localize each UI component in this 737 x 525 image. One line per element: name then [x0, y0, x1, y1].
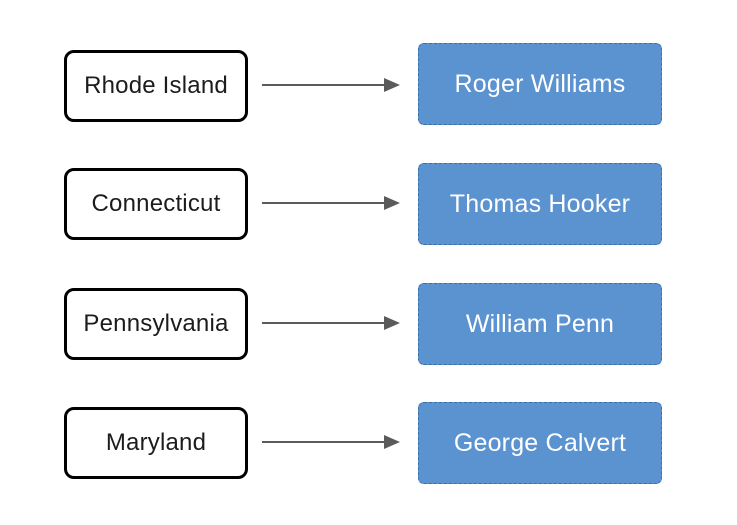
- founder-label: Roger Williams: [455, 70, 626, 99]
- colony-rhode-island: Rhode Island: [64, 50, 248, 122]
- colony-label: Maryland: [106, 429, 206, 457]
- colony-label: Connecticut: [92, 190, 221, 218]
- colony-label: Pennsylvania: [83, 310, 228, 338]
- colony-label: Rhode Island: [84, 72, 228, 100]
- founder-william-penn: William Penn: [418, 283, 662, 365]
- arrow: [260, 71, 418, 103]
- arrow: [260, 189, 418, 221]
- founder-george-calvert: George Calvert: [418, 402, 662, 484]
- arrow: [260, 309, 418, 341]
- founder-label: Thomas Hooker: [450, 190, 630, 219]
- founder-thomas-hooker: Thomas Hooker: [418, 163, 662, 245]
- founder-label: William Penn: [466, 310, 614, 339]
- founder-roger-williams: Roger Williams: [418, 43, 662, 125]
- founder-label: George Calvert: [454, 429, 626, 458]
- arrow: [260, 428, 418, 460]
- colony-maryland: Maryland: [64, 407, 248, 479]
- colony-pennsylvania: Pennsylvania: [64, 288, 248, 360]
- colony-connecticut: Connecticut: [64, 168, 248, 240]
